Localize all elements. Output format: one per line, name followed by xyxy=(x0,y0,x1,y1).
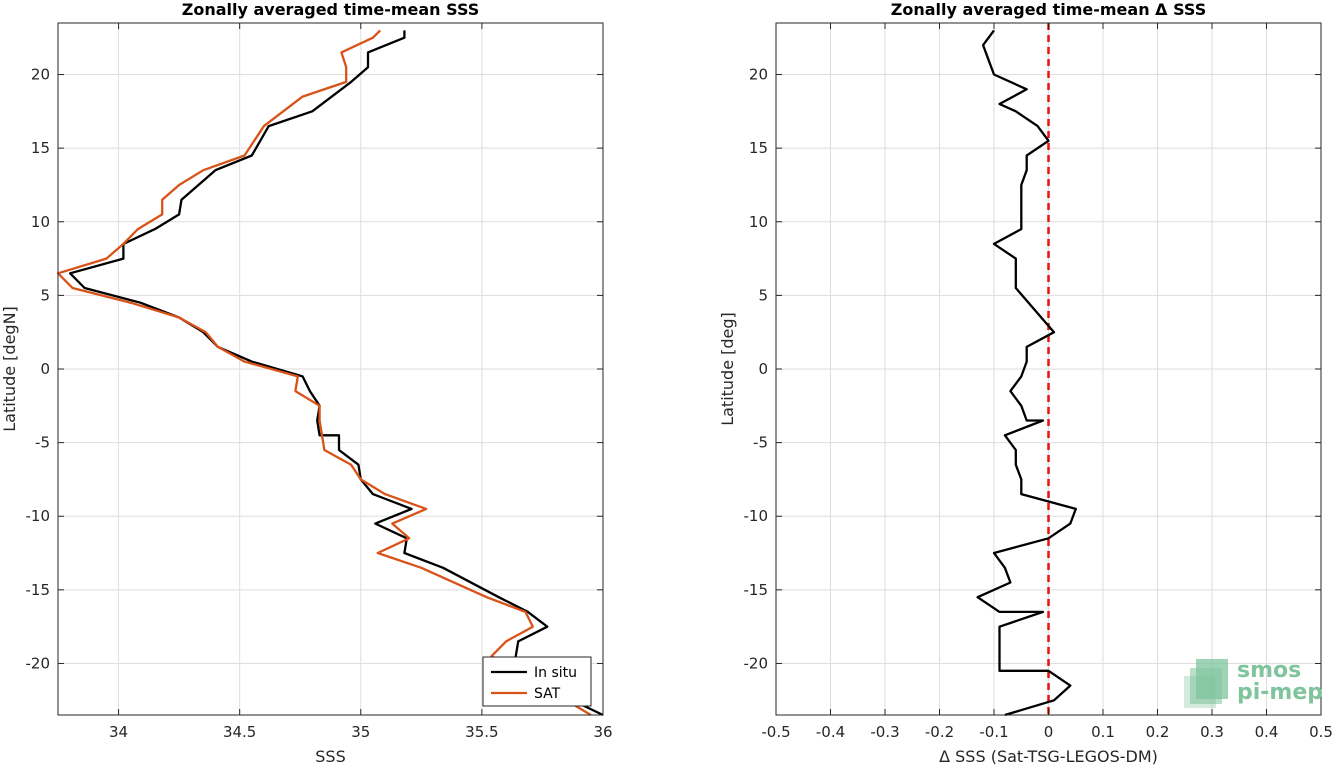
chart-title: Zonally averaged time-mean Δ SSS xyxy=(891,0,1207,19)
y-tick-label: -10 xyxy=(26,507,51,525)
legend: In situ SAT xyxy=(482,656,592,707)
y-tick-label: -20 xyxy=(744,654,769,672)
chart-title: Zonally averaged time-mean SSS xyxy=(182,0,480,19)
logo-graphic xyxy=(1190,668,1222,704)
y-tick-label: 0 xyxy=(40,360,50,378)
series-line-in-situ xyxy=(68,30,604,717)
x-tick-label: 0 xyxy=(1044,723,1054,741)
y-tick-label: -15 xyxy=(26,581,51,599)
right-panel: -0.5 -0.4 -0.3 -0.2 -0.1 0 0.1 0.2 0.3 0.4 0.5 20 15… xyxy=(718,0,1333,765)
y-tick-label: 20 xyxy=(31,66,50,84)
x-tick-label: -0.4 xyxy=(816,723,845,741)
legend-label: SAT xyxy=(534,686,561,702)
y-tick-label: -10 xyxy=(744,507,769,525)
x-tick-label: 35.5 xyxy=(465,723,498,741)
x-tick-label: -0.3 xyxy=(870,723,899,741)
y-tick-label: 10 xyxy=(31,213,50,231)
y-axis-label: Latitude [deg] xyxy=(718,312,737,426)
y-tick-label: -5 xyxy=(753,434,768,452)
x-tick-label: 0.2 xyxy=(1146,723,1170,741)
series-line-sat xyxy=(56,29,592,716)
x-tick-label: 0.1 xyxy=(1091,723,1115,741)
x-tick-label: -0.1 xyxy=(979,723,1008,741)
legend-box xyxy=(482,656,592,707)
y-tick-label: 5 xyxy=(758,286,768,304)
left-panel: 34 34.5 35 35.5 36 20 15 10 5 0 -5 -10 -15 -20 Zonally… xyxy=(0,0,613,765)
y-tick-label: 0 xyxy=(758,360,768,378)
x-tick-label: 0.4 xyxy=(1255,723,1279,741)
logo-graphic xyxy=(1184,676,1216,708)
y-tick-label: 20 xyxy=(749,66,768,84)
y-tick-label: -15 xyxy=(744,581,769,599)
x-tick-label: 0.3 xyxy=(1200,723,1224,741)
y-tick-label: -20 xyxy=(26,654,51,672)
y-tick-label: 15 xyxy=(749,139,768,157)
y-tick-label: -5 xyxy=(35,434,50,452)
legend-label: In situ xyxy=(534,665,577,681)
logo-text-smos: smos xyxy=(1237,658,1301,683)
series-line-delta-sss xyxy=(976,29,1077,717)
y-tick-label: 5 xyxy=(40,286,50,304)
x-tick-label: 0.5 xyxy=(1309,723,1333,741)
x-tick-label: 35 xyxy=(351,723,370,741)
y-axis-label: Latitude [degN] xyxy=(0,306,19,432)
x-tick-label: -0.5 xyxy=(761,723,790,741)
x-tick-label: -0.2 xyxy=(925,723,954,741)
y-tick-label: 15 xyxy=(31,139,50,157)
x-axis-label: Δ SSS (Sat-TSG-LEGOS-DM) xyxy=(939,747,1158,765)
x-axis-label: SSS xyxy=(315,747,345,765)
x-tick-label: 34 xyxy=(109,723,128,741)
x-tick-label: 34.5 xyxy=(223,723,256,741)
logo-text-pi-mep: pi-mep xyxy=(1237,680,1323,705)
x-tick-label: 36 xyxy=(593,723,612,741)
y-tick-label: 10 xyxy=(749,213,768,231)
